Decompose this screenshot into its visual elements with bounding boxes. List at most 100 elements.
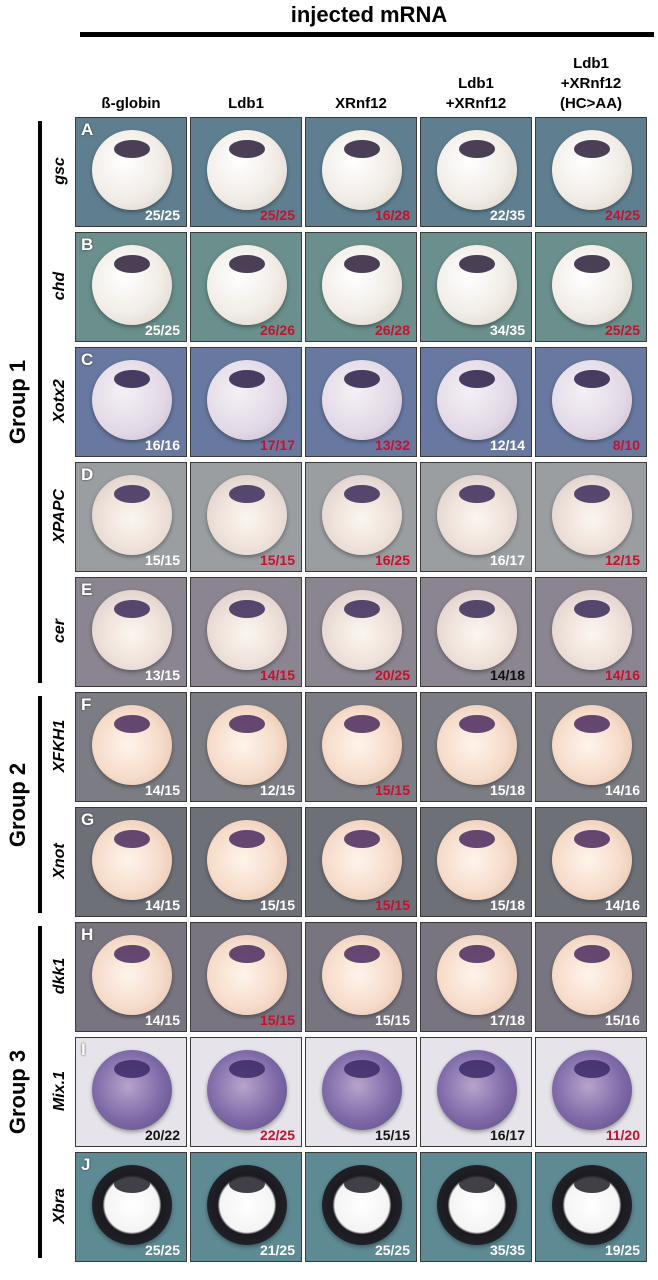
stain-region <box>574 370 610 388</box>
embryo-count: 20/22 <box>144 1127 180 1143</box>
stain-region <box>459 715 495 733</box>
stain-region <box>574 140 610 158</box>
gene-label: cer <box>51 618 68 644</box>
embryo-image <box>92 475 172 555</box>
embryo-count: 25/25 <box>604 322 640 338</box>
embryo-panel: 16/17 <box>420 462 532 572</box>
embryo-image <box>322 935 402 1015</box>
stain-region <box>114 830 150 848</box>
embryo-count: 12/14 <box>489 437 525 453</box>
embryo-panel: 35/35 <box>420 1152 532 1262</box>
embryo-count: 13/15 <box>144 667 180 683</box>
embryo-panel: 26/26 <box>190 232 302 342</box>
embryo-panel: 12/15 <box>535 462 647 572</box>
embryo-panel: I 20/22 <box>75 1037 187 1147</box>
embryo-image <box>437 475 517 555</box>
embryo-image <box>207 360 287 440</box>
embryo-count: 15/18 <box>489 782 525 798</box>
embryo-panel: G 14/15 <box>75 807 187 917</box>
embryo-image <box>322 130 402 210</box>
panel-letter: C <box>81 350 94 369</box>
embryo-count: 17/18 <box>489 1012 525 1028</box>
stain-region <box>574 485 610 503</box>
panel-letter: H <box>81 925 94 944</box>
embryo-panel: F 14/15 <box>75 692 187 802</box>
stain-region <box>229 140 265 158</box>
stain-region <box>114 370 150 388</box>
embryo-count: 16/25 <box>374 552 410 568</box>
embryo-image <box>207 1050 287 1130</box>
stain-region <box>114 140 150 158</box>
title-underline <box>80 32 654 37</box>
embryo-panel: J 25/25 <box>75 1152 187 1262</box>
gene-label: Xbra <box>51 1188 68 1224</box>
stain-region <box>344 945 380 963</box>
embryo-image <box>92 360 172 440</box>
embryo-image <box>552 475 632 555</box>
embryo-image <box>322 1050 402 1130</box>
embryo-image <box>92 1165 172 1245</box>
embryo-image <box>437 245 517 325</box>
stain-region <box>344 485 380 503</box>
stain-region <box>229 600 265 618</box>
stain-region <box>229 255 265 273</box>
embryo-count: 25/25 <box>144 1242 180 1258</box>
embryo-count: 14/15 <box>144 897 180 913</box>
embryo-count: 24/25 <box>604 207 640 223</box>
stain-region <box>344 600 380 618</box>
stain-region <box>229 370 265 388</box>
embryo-panel: 11/20 <box>535 1037 647 1147</box>
embryo-image <box>207 245 287 325</box>
embryo-panel: 15/15 <box>190 922 302 1032</box>
embryo-panel: 12/15 <box>190 692 302 802</box>
embryo-count: 14/16 <box>604 667 640 683</box>
embryo-image <box>92 590 172 670</box>
embryo-image <box>92 130 172 210</box>
group-bracket <box>38 121 42 683</box>
embryo-count: 25/25 <box>144 207 180 223</box>
embryo-image <box>322 590 402 670</box>
stain-region <box>344 140 380 158</box>
embryo-image <box>92 245 172 325</box>
embryo-panel: D 15/15 <box>75 462 187 572</box>
stain-region <box>344 255 380 273</box>
stain-region <box>574 255 610 273</box>
stain-region <box>459 945 495 963</box>
stain-region <box>459 1175 495 1193</box>
stain-region <box>229 485 265 503</box>
figure-title: injected mRNA <box>290 2 448 27</box>
embryo-count: 21/25 <box>259 1242 295 1258</box>
stain-region <box>114 485 150 503</box>
embryo-image <box>322 475 402 555</box>
stain-region <box>459 830 495 848</box>
embryo-panel: 14/15 <box>190 577 302 687</box>
gene-label: Mix.1 <box>51 1071 68 1112</box>
embryo-panel: 25/25 <box>190 117 302 227</box>
embryo-count: 15/15 <box>374 1012 410 1028</box>
stain-region <box>459 485 495 503</box>
stain-region <box>459 1060 495 1078</box>
group-bracket <box>38 696 42 913</box>
embryo-panel: 14/16 <box>535 807 647 917</box>
embryo-panel: 19/25 <box>535 1152 647 1262</box>
embryo-panel: 15/15 <box>305 922 417 1032</box>
embryo-image <box>437 820 517 900</box>
embryo-panel: 14/16 <box>535 692 647 802</box>
embryo-panel: 13/32 <box>305 347 417 457</box>
embryo-image <box>322 705 402 785</box>
embryo-image <box>322 360 402 440</box>
embryo-image <box>552 820 632 900</box>
embryo-panel: 15/15 <box>305 807 417 917</box>
embryo-panel: 15/15 <box>190 807 302 917</box>
stain-region <box>229 830 265 848</box>
embryo-image <box>437 1050 517 1130</box>
stain-region <box>574 1175 610 1193</box>
stain-region <box>114 715 150 733</box>
embryo-image <box>552 245 632 325</box>
stain-region <box>344 370 380 388</box>
embryo-count: 16/28 <box>374 207 410 223</box>
panel-letter: E <box>81 580 93 599</box>
embryo-panel: 24/25 <box>535 117 647 227</box>
embryo-panel: 15/15 <box>305 1037 417 1147</box>
embryo-panel: 8/10 <box>535 347 647 457</box>
